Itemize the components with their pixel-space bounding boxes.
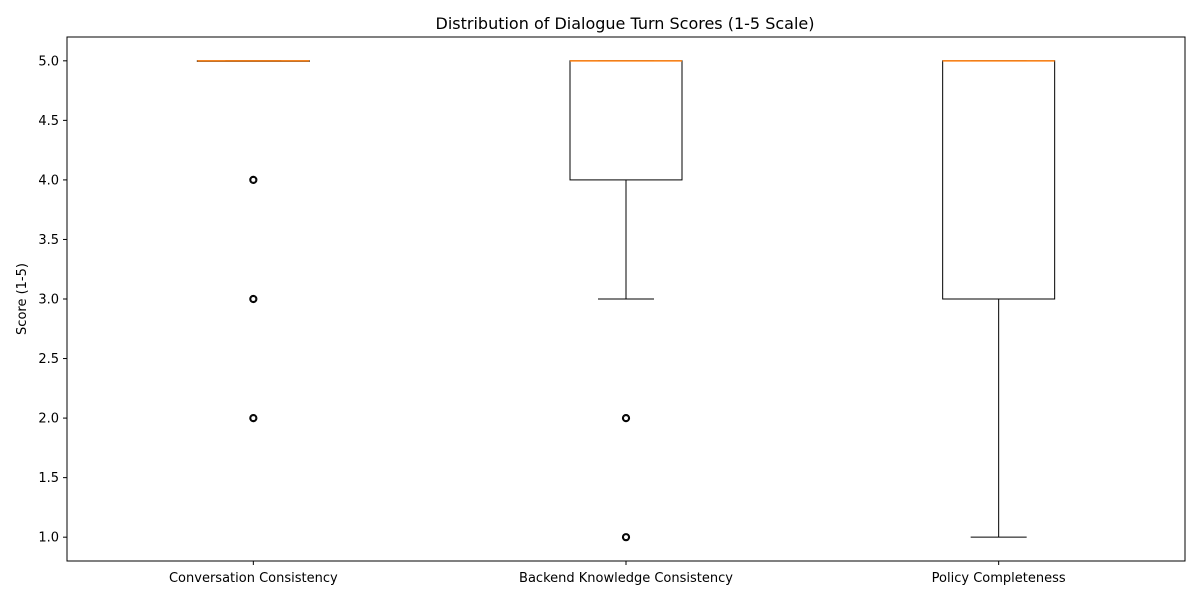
- y-tick-label: 4.0: [38, 173, 59, 188]
- y-tick-label: 5.0: [38, 54, 59, 69]
- outlier-point: [250, 176, 257, 183]
- x-axis-ticks: Conversation Consistency Backend Knowledg…: [169, 561, 1066, 586]
- y-axis-label: Score (1-5): [15, 263, 30, 335]
- outlier-point: [250, 415, 257, 422]
- outlier-point: [621, 533, 631, 542]
- y-axis-ticks: 1.0 1.5 2.0 2.5 3.0 3.5 4.0 4.5 5.0: [38, 54, 67, 546]
- iqr-box: [569, 60, 683, 181]
- y-tick-label: 2.5: [38, 352, 59, 367]
- y-tick-label: 1.5: [38, 471, 59, 486]
- y-tick-label: 1.0: [38, 531, 59, 546]
- outlier-point: [621, 413, 631, 423]
- chart-title: Distribution of Dialogue Turn Scores (1-…: [436, 14, 815, 33]
- x-tick-label: Policy Completeness: [932, 571, 1066, 586]
- outlier-point: [623, 534, 629, 541]
- outlier-point: [249, 175, 258, 185]
- y-tick-label: 3.5: [38, 233, 59, 248]
- box-group: [196, 60, 310, 423]
- outlier-point: [623, 415, 629, 422]
- y-tick-label: 3.0: [38, 293, 59, 308]
- box-group: [942, 60, 1056, 538]
- outlier-point: [250, 296, 257, 302]
- outlier-point: [249, 413, 258, 423]
- y-tick-label: 2.0: [38, 412, 59, 427]
- boxes-layer: [196, 60, 1056, 542]
- y-tick-label: 4.5: [38, 114, 59, 129]
- x-tick-label: Conversation Consistency: [169, 571, 338, 586]
- outlier-point: [249, 294, 258, 304]
- x-tick-label: Backend Knowledge Consistency: [519, 571, 733, 586]
- iqr-box: [942, 60, 1056, 300]
- box-group: [569, 60, 683, 542]
